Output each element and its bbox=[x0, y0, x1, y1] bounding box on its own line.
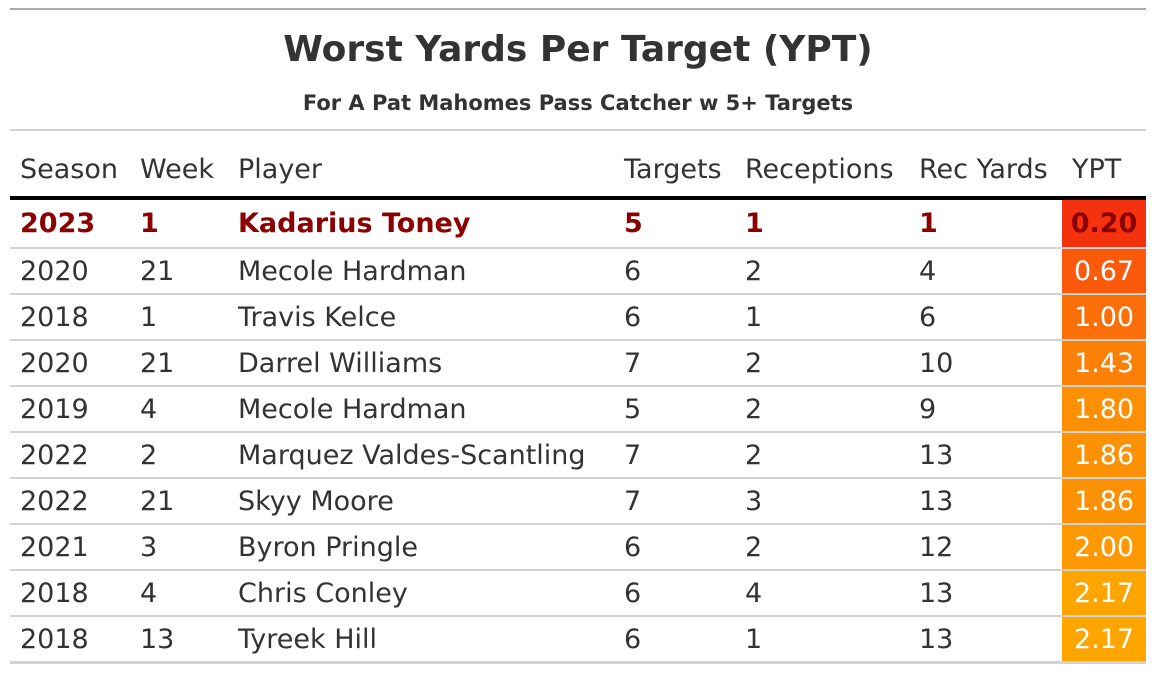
receptions-cell: 1 bbox=[735, 293, 909, 340]
rec-yards-cell: 1 bbox=[919, 208, 938, 239]
table-row: 2020 21 Mecole Hardman 6 2 4 0.67 bbox=[10, 247, 1146, 294]
top-rule bbox=[10, 8, 1146, 10]
ypt-cell: 0.20 bbox=[1062, 198, 1146, 248]
table-body: 2023 1 Kadarius Toney 5 1 1 0.20 2020 21 Mecole H… bbox=[10, 198, 1146, 664]
targets-cell: 6 bbox=[614, 523, 735, 570]
header-season: Season bbox=[10, 142, 130, 200]
table-row: 2020 21 Darrel Williams 7 2 10 1.43 bbox=[10, 339, 1146, 386]
table-row: 2018 4 Chris Conley 6 4 13 2.17 bbox=[10, 569, 1146, 616]
header-ypt: YPT bbox=[1062, 142, 1146, 200]
title-divider bbox=[10, 129, 1146, 131]
targets-cell: 5 bbox=[624, 208, 643, 239]
ypt-cell: 1.86 bbox=[1062, 477, 1146, 524]
week-cell: 21 bbox=[130, 477, 228, 524]
ypt-cell: 2.00 bbox=[1062, 523, 1146, 570]
rec-yards-cell: 13 bbox=[909, 569, 1062, 616]
player-cell: Skyy Moore bbox=[228, 477, 614, 524]
season-cell: 2023 bbox=[20, 208, 96, 239]
table-row: 2022 21 Skyy Moore 7 3 13 1.86 bbox=[10, 477, 1146, 524]
header-rec-yards: Rec Yards bbox=[909, 142, 1062, 200]
header-week: Week bbox=[130, 142, 228, 200]
targets-cell: 7 bbox=[614, 431, 735, 478]
season-cell: 2022 bbox=[10, 477, 130, 524]
week-cell: 4 bbox=[130, 569, 228, 616]
season-cell: 2018 bbox=[10, 615, 130, 664]
ypt-cell: 1.00 bbox=[1062, 293, 1146, 340]
player-cell: Byron Pringle bbox=[228, 523, 614, 570]
player-cell: Travis Kelce bbox=[228, 293, 614, 340]
player-cell: Tyreek Hill bbox=[228, 615, 614, 664]
receptions-cell: 2 bbox=[735, 247, 909, 294]
player-cell: Mecole Hardman bbox=[228, 385, 614, 432]
header-row: Season Week Player Targets Receptions Re… bbox=[10, 142, 1146, 200]
rec-yards-cell: 4 bbox=[909, 247, 1062, 294]
season-cell: 2021 bbox=[10, 523, 130, 570]
week-cell: 21 bbox=[130, 247, 228, 294]
week-cell: 4 bbox=[130, 385, 228, 432]
receptions-cell: 2 bbox=[735, 339, 909, 386]
table-row: 2019 4 Mecole Hardman 5 2 9 1.80 bbox=[10, 385, 1146, 432]
ypt-cell: 1.86 bbox=[1062, 431, 1146, 478]
ypt-cell: 2.17 bbox=[1062, 569, 1146, 616]
table-row: 2018 13 Tyreek Hill 6 1 13 2.17 bbox=[10, 615, 1146, 664]
table-row: 2018 1 Travis Kelce 6 1 6 1.00 bbox=[10, 293, 1146, 340]
receptions-cell: 3 bbox=[735, 477, 909, 524]
player-cell: Marquez Valdes-Scantling bbox=[228, 431, 614, 478]
player-cell: Mecole Hardman bbox=[228, 247, 614, 294]
table-row: 2023 1 Kadarius Toney 5 1 1 0.20 bbox=[10, 198, 1146, 248]
table-row: 2021 3 Byron Pringle 6 2 12 2.00 bbox=[10, 523, 1146, 570]
receptions-cell: 2 bbox=[735, 431, 909, 478]
season-cell: 2020 bbox=[10, 247, 130, 294]
week-cell: 2 bbox=[130, 431, 228, 478]
week-cell: 13 bbox=[130, 615, 228, 664]
player-cell: Darrel Williams bbox=[228, 339, 614, 386]
receptions-cell: 1 bbox=[735, 615, 909, 664]
week-cell: 1 bbox=[130, 293, 228, 340]
ypt-cell: 0.67 bbox=[1062, 247, 1146, 294]
season-cell: 2018 bbox=[10, 569, 130, 616]
targets-cell: 6 bbox=[614, 293, 735, 340]
table-title: Worst Yards Per Target (YPT) bbox=[283, 29, 873, 70]
ypt-cell: 2.17 bbox=[1062, 615, 1146, 664]
rec-yards-cell: 13 bbox=[909, 431, 1062, 478]
rec-yards-cell: 10 bbox=[909, 339, 1062, 386]
receptions-cell: 4 bbox=[735, 569, 909, 616]
targets-cell: 5 bbox=[614, 385, 735, 432]
player-cell: Kadarius Toney bbox=[238, 208, 471, 239]
targets-cell: 6 bbox=[614, 247, 735, 294]
targets-cell: 6 bbox=[614, 615, 735, 664]
ypt-cell: 1.80 bbox=[1062, 385, 1146, 432]
header-receptions: Receptions bbox=[735, 142, 909, 200]
receptions-cell: 2 bbox=[735, 523, 909, 570]
season-cell: 2022 bbox=[10, 431, 130, 478]
week-cell: 21 bbox=[130, 339, 228, 386]
rec-yards-cell: 13 bbox=[909, 615, 1062, 664]
table-row: 2022 2 Marquez Valdes-Scantling 7 2 13 1.86 bbox=[10, 431, 1146, 478]
player-cell: Chris Conley bbox=[228, 569, 614, 616]
week-cell: 3 bbox=[130, 523, 228, 570]
season-cell: 2019 bbox=[10, 385, 130, 432]
week-cell: 1 bbox=[140, 208, 159, 239]
ypt-cell: 1.43 bbox=[1062, 339, 1146, 386]
targets-cell: 7 bbox=[614, 477, 735, 524]
season-cell: 2020 bbox=[10, 339, 130, 386]
rec-yards-cell: 13 bbox=[909, 477, 1062, 524]
receptions-cell: 2 bbox=[735, 385, 909, 432]
targets-cell: 7 bbox=[614, 339, 735, 386]
receptions-cell: 1 bbox=[745, 208, 764, 239]
ypt-table: Season Week Player Targets Receptions Re… bbox=[10, 142, 1146, 664]
table-subtitle: For A Pat Mahomes Pass Catcher w 5+ Targ… bbox=[302, 91, 854, 115]
rec-yards-cell: 9 bbox=[909, 385, 1062, 432]
rec-yards-cell: 12 bbox=[909, 523, 1062, 570]
season-cell: 2018 bbox=[10, 293, 130, 340]
rec-yards-cell: 6 bbox=[909, 293, 1062, 340]
targets-cell: 6 bbox=[614, 569, 735, 616]
header-targets: Targets bbox=[614, 142, 735, 200]
header-player: Player bbox=[228, 142, 614, 200]
